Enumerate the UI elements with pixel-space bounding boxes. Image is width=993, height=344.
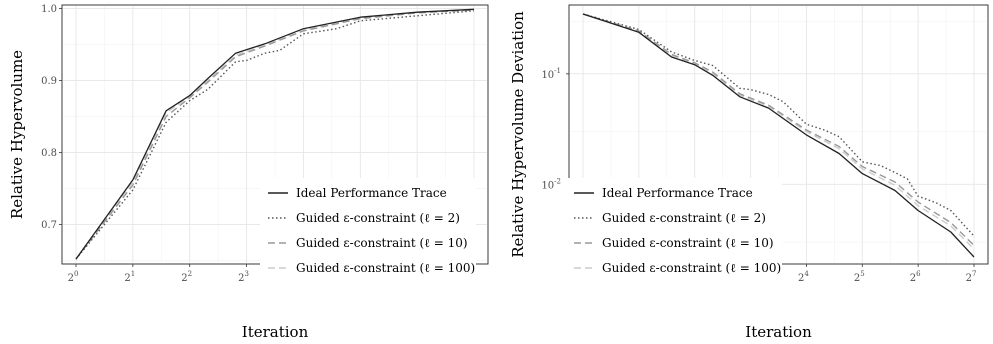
chart-panel-1: 20212223242526270.70.80.91.0IterationRel…	[8, 4, 489, 341]
series-line-3	[582, 13, 975, 246]
y-tick-label: 0.9	[41, 76, 57, 87]
x-tick-label: 27	[966, 270, 977, 284]
x-tick-label: 20	[68, 270, 79, 284]
legend-label-3: Guided ε-constraint (ℓ = 10)	[602, 236, 774, 250]
x-tick-label: 21	[124, 270, 135, 284]
legend-label-3: Guided ε-constraint (ℓ = 10)	[296, 236, 468, 250]
y-tick-label: 0.7	[41, 220, 57, 231]
x-tick-label: 23	[238, 270, 249, 284]
series-line-1	[582, 13, 975, 258]
series-line-3	[75, 9, 475, 260]
x-tick-label: 26	[910, 270, 921, 284]
x-axis-title: Iteration	[242, 323, 309, 341]
y-tick-label: 0.8	[41, 148, 57, 159]
legend-label-1: Ideal Performance Trace	[296, 186, 447, 200]
legend-label-4: Guided ε-constraint (ℓ = 100)	[296, 261, 475, 275]
legend: Ideal Performance Trace Guided ε-constrai…	[566, 178, 782, 282]
y-tick-label: 10-1	[541, 67, 561, 81]
legend-label-2: Guided ε-constraint (ℓ = 2)	[602, 211, 766, 225]
y-axis-title: Relative Hypervolume	[8, 50, 26, 219]
series-line-2	[582, 13, 975, 237]
x-tick-label: 24	[798, 270, 809, 284]
x-axis-title: Iteration	[745, 323, 812, 341]
legend-background	[566, 178, 782, 282]
series-line-4	[582, 13, 975, 250]
legend-background	[260, 178, 476, 282]
y-tick-label: 1.0	[41, 4, 57, 15]
series-line-1	[75, 8, 475, 260]
y-tick-label: 10-2	[541, 177, 561, 191]
legend-label-1: Ideal Performance Trace	[602, 186, 753, 200]
y-axis-title: Relative Hypervolume Deviation	[509, 11, 527, 258]
legend: Ideal Performance Trace Guided ε-constrai…	[260, 178, 476, 282]
chart-panel-2: 202122232425262710-110-2IterationRelativ…	[509, 4, 989, 341]
x-tick-label: 25	[854, 270, 865, 284]
legend-label-2: Guided ε-constraint (ℓ = 2)	[296, 211, 460, 225]
x-tick-label: 22	[181, 270, 192, 284]
legend-label-4: Guided ε-constraint (ℓ = 100)	[602, 261, 781, 275]
